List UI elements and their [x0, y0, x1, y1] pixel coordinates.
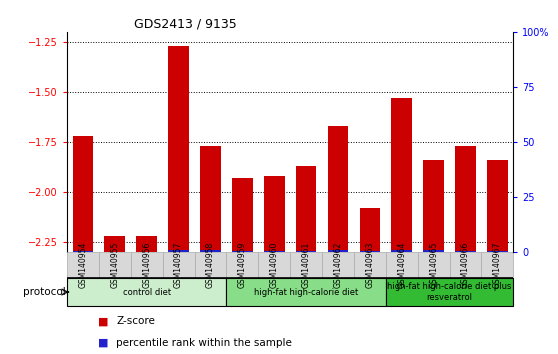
Bar: [386, 252, 418, 278]
Bar: [73, 136, 93, 252]
Bar: [391, 98, 412, 252]
Bar: [227, 278, 386, 306]
Bar: [487, 251, 508, 252]
Bar: [359, 208, 380, 252]
Bar: [424, 250, 444, 252]
Text: high-fat high-calorie diet: high-fat high-calorie diet: [254, 287, 358, 297]
Bar: [67, 278, 227, 306]
Bar: [104, 236, 125, 252]
Text: GSM140966: GSM140966: [461, 242, 470, 289]
Bar: [200, 250, 221, 252]
Text: GSM140964: GSM140964: [397, 242, 406, 289]
Text: GSM140962: GSM140962: [334, 242, 343, 289]
Bar: [162, 252, 195, 278]
Bar: [296, 166, 316, 252]
Text: GSM140954: GSM140954: [79, 242, 88, 289]
Text: Z-score: Z-score: [116, 316, 155, 326]
Bar: [391, 250, 412, 252]
Bar: [200, 146, 221, 252]
Bar: [354, 252, 386, 278]
Bar: [99, 252, 131, 278]
Text: GSM140963: GSM140963: [365, 242, 374, 289]
Bar: [264, 176, 285, 252]
Text: GSM140965: GSM140965: [429, 242, 438, 289]
Text: percentile rank within the sample: percentile rank within the sample: [116, 338, 292, 348]
Bar: [131, 252, 162, 278]
Bar: [290, 252, 322, 278]
Text: protocol: protocol: [23, 287, 65, 297]
Bar: [418, 252, 450, 278]
Text: GSM140956: GSM140956: [142, 242, 151, 289]
Bar: [455, 146, 476, 252]
Text: GSM140960: GSM140960: [270, 242, 278, 289]
Text: ■: ■: [98, 316, 109, 326]
Bar: [67, 252, 99, 278]
Bar: [136, 236, 157, 252]
Text: GDS2413 / 9135: GDS2413 / 9135: [134, 18, 237, 31]
Bar: [487, 160, 508, 252]
Text: ■: ■: [98, 338, 109, 348]
Bar: [455, 251, 476, 252]
Bar: [168, 250, 189, 252]
Bar: [73, 251, 93, 252]
Bar: [258, 252, 290, 278]
Text: GSM140957: GSM140957: [174, 242, 183, 289]
Bar: [232, 251, 253, 252]
Bar: [227, 252, 258, 278]
Bar: [424, 160, 444, 252]
Text: GSM140958: GSM140958: [206, 242, 215, 289]
Bar: [328, 126, 348, 252]
Bar: [296, 251, 316, 252]
Bar: [322, 252, 354, 278]
Text: high-fat high-calorie diet plus
resveratrol: high-fat high-calorie diet plus resverat…: [387, 282, 512, 302]
Bar: [168, 46, 189, 252]
Bar: [232, 178, 253, 252]
Bar: [264, 251, 285, 252]
Text: GSM140967: GSM140967: [493, 242, 502, 289]
Bar: [482, 252, 513, 278]
Bar: [386, 278, 513, 306]
Bar: [195, 252, 227, 278]
Text: GSM140959: GSM140959: [238, 242, 247, 289]
Text: control diet: control diet: [123, 287, 171, 297]
Bar: [359, 251, 380, 252]
Text: GSM140955: GSM140955: [110, 242, 119, 289]
Text: GSM140961: GSM140961: [302, 242, 311, 289]
Bar: [450, 252, 482, 278]
Bar: [328, 250, 348, 252]
